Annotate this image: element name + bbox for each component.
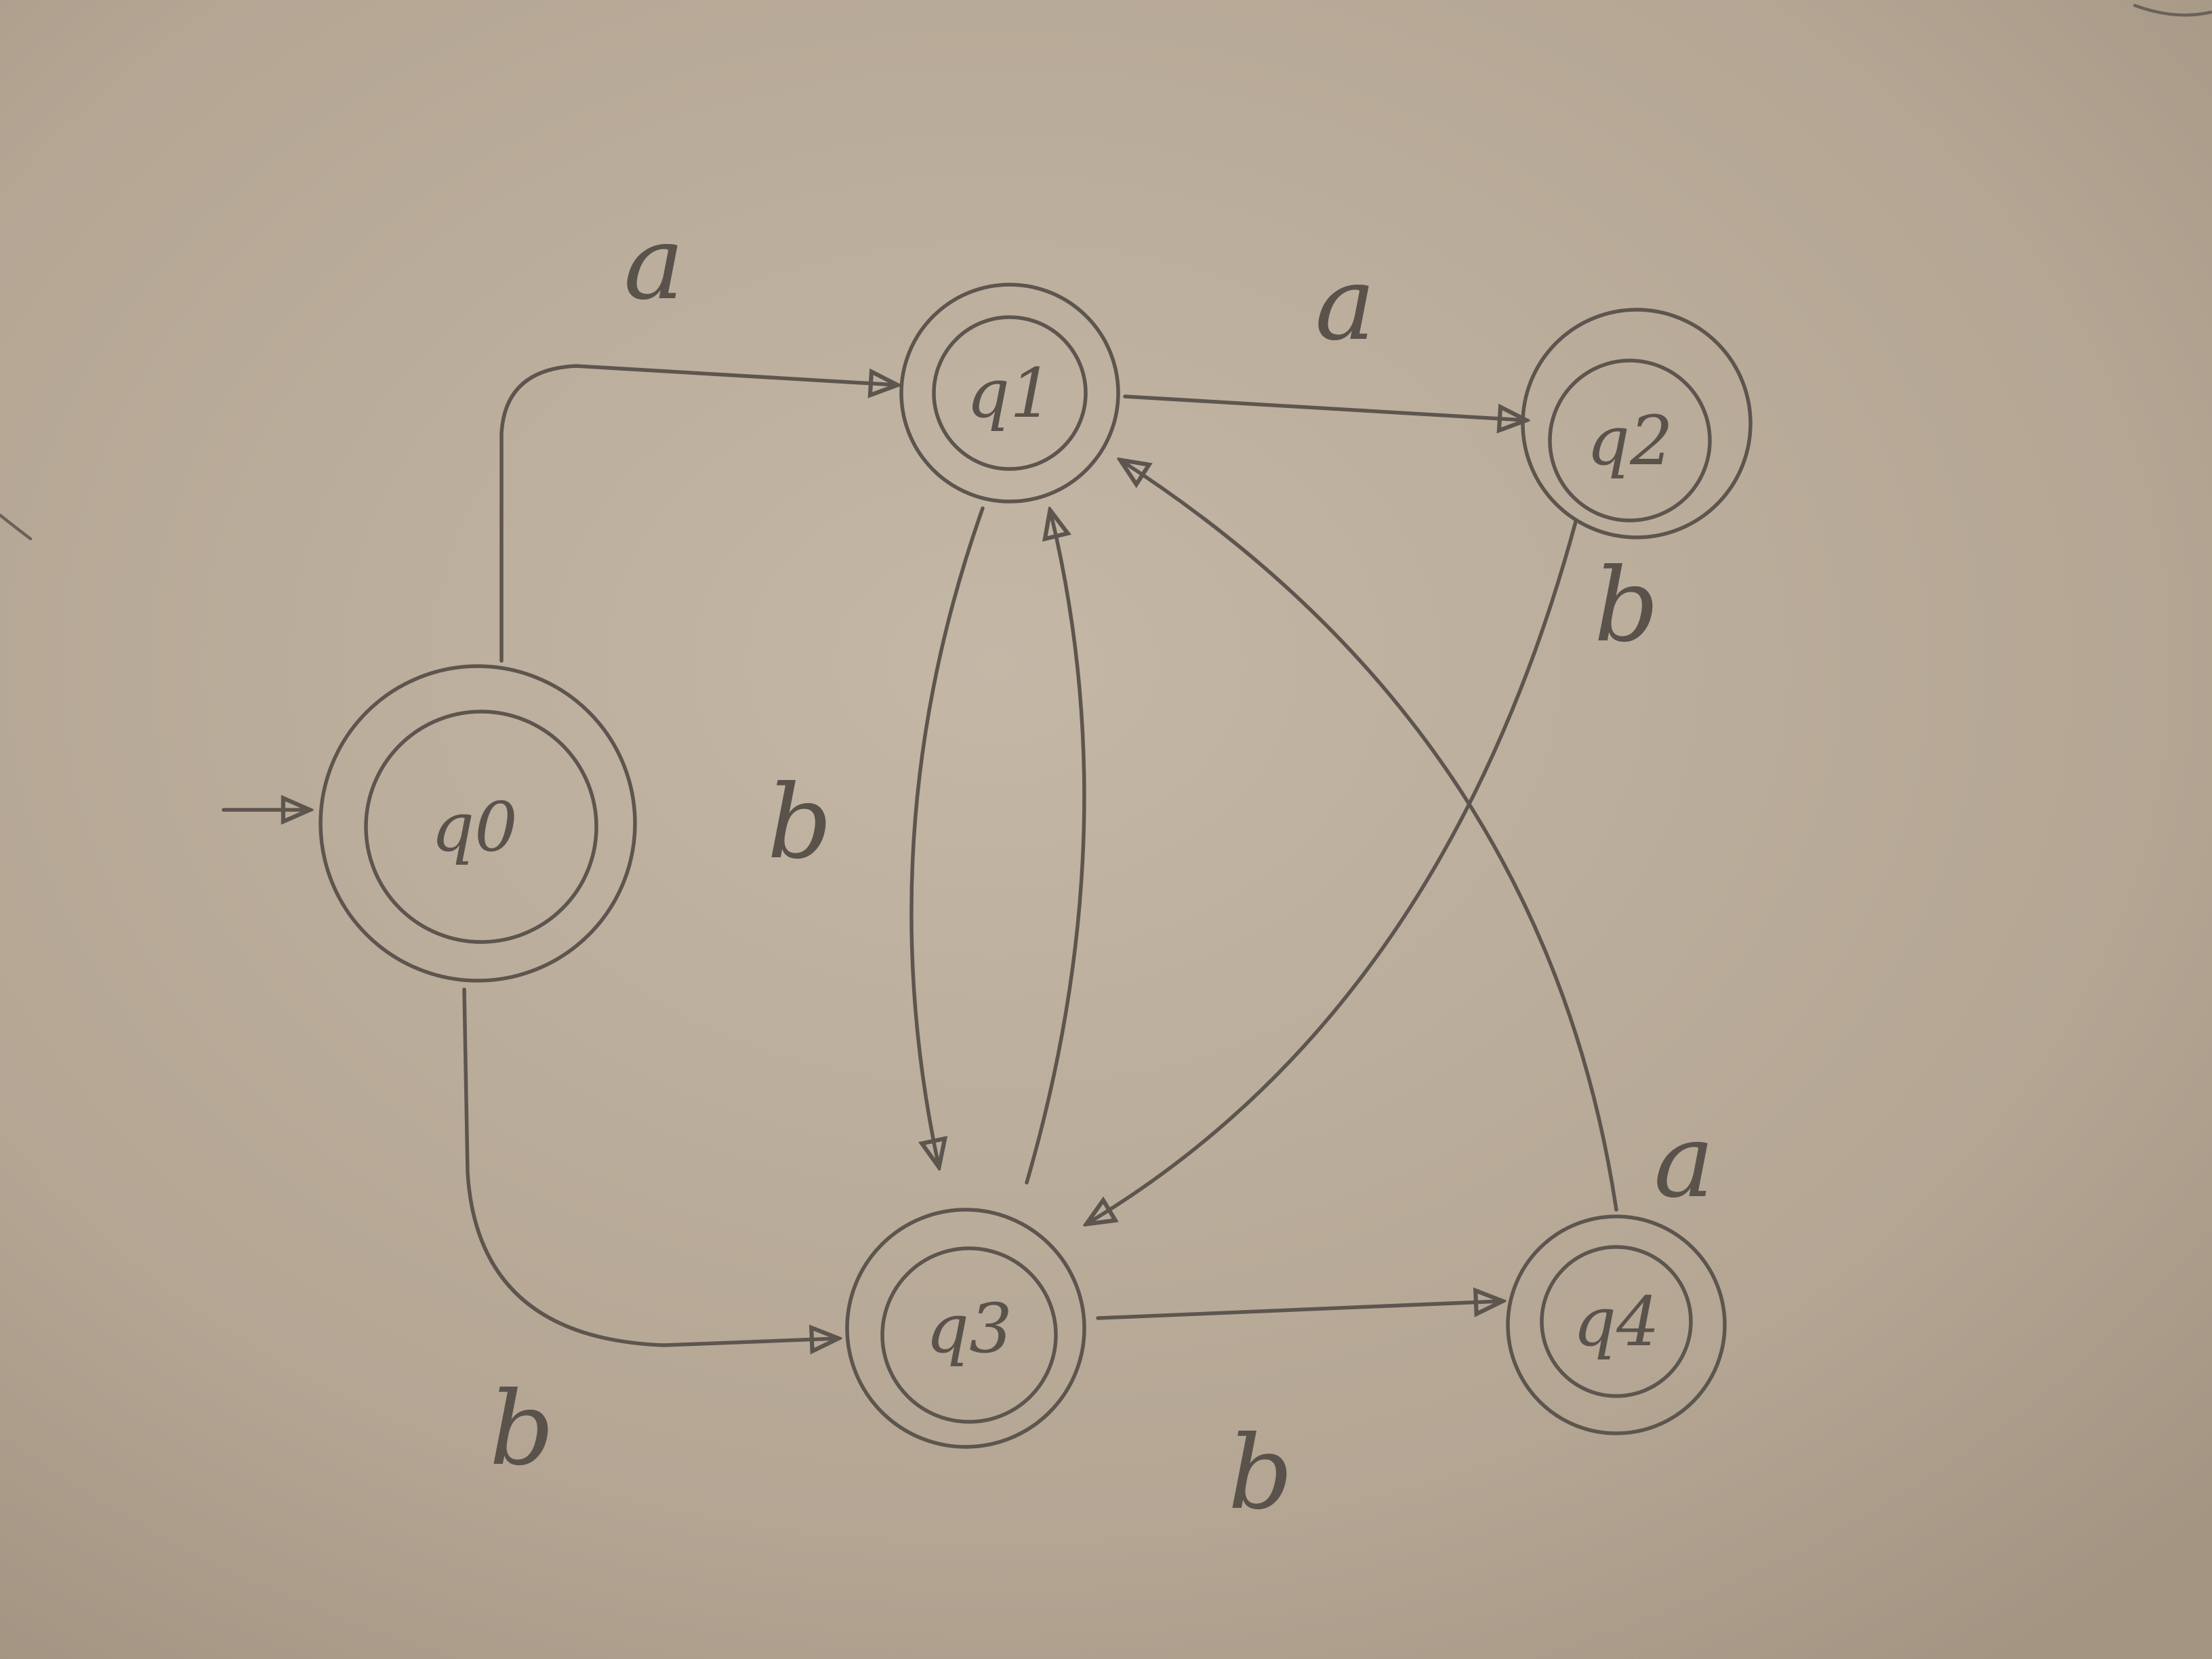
state-label: q1 (966, 354, 1053, 433)
edge-q2-q3 (1088, 520, 1578, 1223)
stray-mark (0, 513, 33, 541)
state-q2: q2 (1521, 308, 1753, 539)
state-q3: q3 (845, 1208, 1086, 1449)
edge-q3-q4 (1096, 1301, 1501, 1320)
state-label: q3 (926, 1289, 1012, 1368)
edge-label-q1-q2: a (1315, 245, 1375, 363)
state-q4: q4 (1506, 1214, 1727, 1435)
edge-label-q0-q3: b (489, 1370, 554, 1488)
edge-label-q0-q1: a (623, 205, 684, 323)
edge-q1-q2 (1123, 394, 1525, 420)
edge-q3-q1 (1025, 512, 1086, 1185)
state-q0: q0 (319, 664, 637, 983)
edge-q0-q3 (462, 987, 837, 1345)
edge-q4-q1 (1122, 461, 1618, 1212)
edge-label-q1-q3: b (767, 764, 832, 882)
stray-mark (2133, 3, 2212, 17)
edge-q0-q1 (499, 364, 896, 663)
state-label: q2 (1586, 401, 1673, 480)
state-label: q0 (431, 787, 518, 867)
edge-label-q4-q1: a (1654, 1103, 1714, 1221)
edge-q1-q3 (909, 506, 985, 1166)
state-label: q4 (1573, 1282, 1660, 1361)
state-q1: q1 (899, 283, 1120, 504)
edge-label-q2-q3: b (1594, 547, 1659, 665)
edge-label-q3-q4: b (1228, 1414, 1293, 1532)
